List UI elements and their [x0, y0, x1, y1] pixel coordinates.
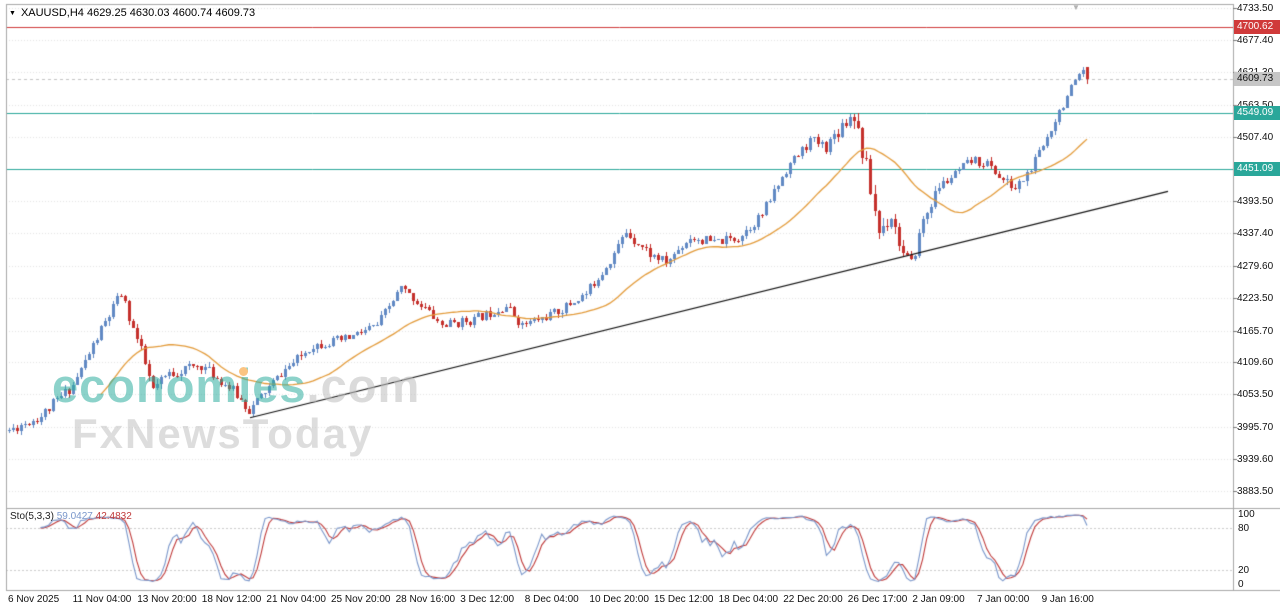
time-axis-label: 8 Dec 04:00	[524, 594, 579, 605]
time-axis-label: 15 Dec 12:00	[654, 594, 714, 605]
stochastic-name: Sto(5,3,3)	[10, 511, 54, 522]
time-axis-label: 10 Dec 20:00	[589, 594, 649, 605]
stochastic-label: Sto(5,3,3) 59.0427 42.4832	[10, 511, 132, 522]
time-axis-label: 7 Jan 00:00	[977, 594, 1030, 605]
time-axis-label: 9 Jan 16:00	[1041, 594, 1094, 605]
time-axis-label: 25 Nov 20:00	[331, 594, 391, 605]
time-axis-label: 28 Nov 16:00	[395, 594, 456, 605]
symbol-ohlc-text: XAUUSD,H4 4629.25 4630.03 4600.74 4609.7…	[20, 7, 256, 19]
time-axis-label: 3 Dec 12:00	[460, 594, 515, 605]
time-axis-label: 18 Nov 12:00	[201, 594, 262, 605]
time-axis-label: 22 Dec 20:00	[783, 594, 843, 605]
symbol-dropdown-icon[interactable]: ▼	[9, 9, 16, 17]
time-axis-label: 13 Nov 20:00	[137, 594, 197, 605]
time-axis-label: 18 Dec 04:00	[718, 594, 779, 605]
time-axis-label: 11 Nov 04:00	[72, 594, 132, 605]
stochastic-signal-value: 42.4832	[95, 511, 132, 522]
time-axis-label: 2 Jan 09:00	[912, 594, 965, 605]
time-axis: 6 Nov 2025 11 Nov 04:00 13 Nov 20:00 18 Nov…	[0, 594, 1280, 612]
symbol-ohlc-header: ▼ XAUUSD,H4 4629.25 4630.03 4600.74 4609…	[9, 7, 255, 19]
time-axis-label: 21 Nov 04:00	[266, 594, 326, 605]
stochastic-main-value: 59.0427	[56, 511, 93, 522]
time-axis-label: 6 Nov 2025	[8, 594, 60, 605]
time-axis-label: 26 Dec 17:00	[847, 594, 908, 605]
chart-shift-icon[interactable]: ▼	[1072, 3, 1080, 12]
